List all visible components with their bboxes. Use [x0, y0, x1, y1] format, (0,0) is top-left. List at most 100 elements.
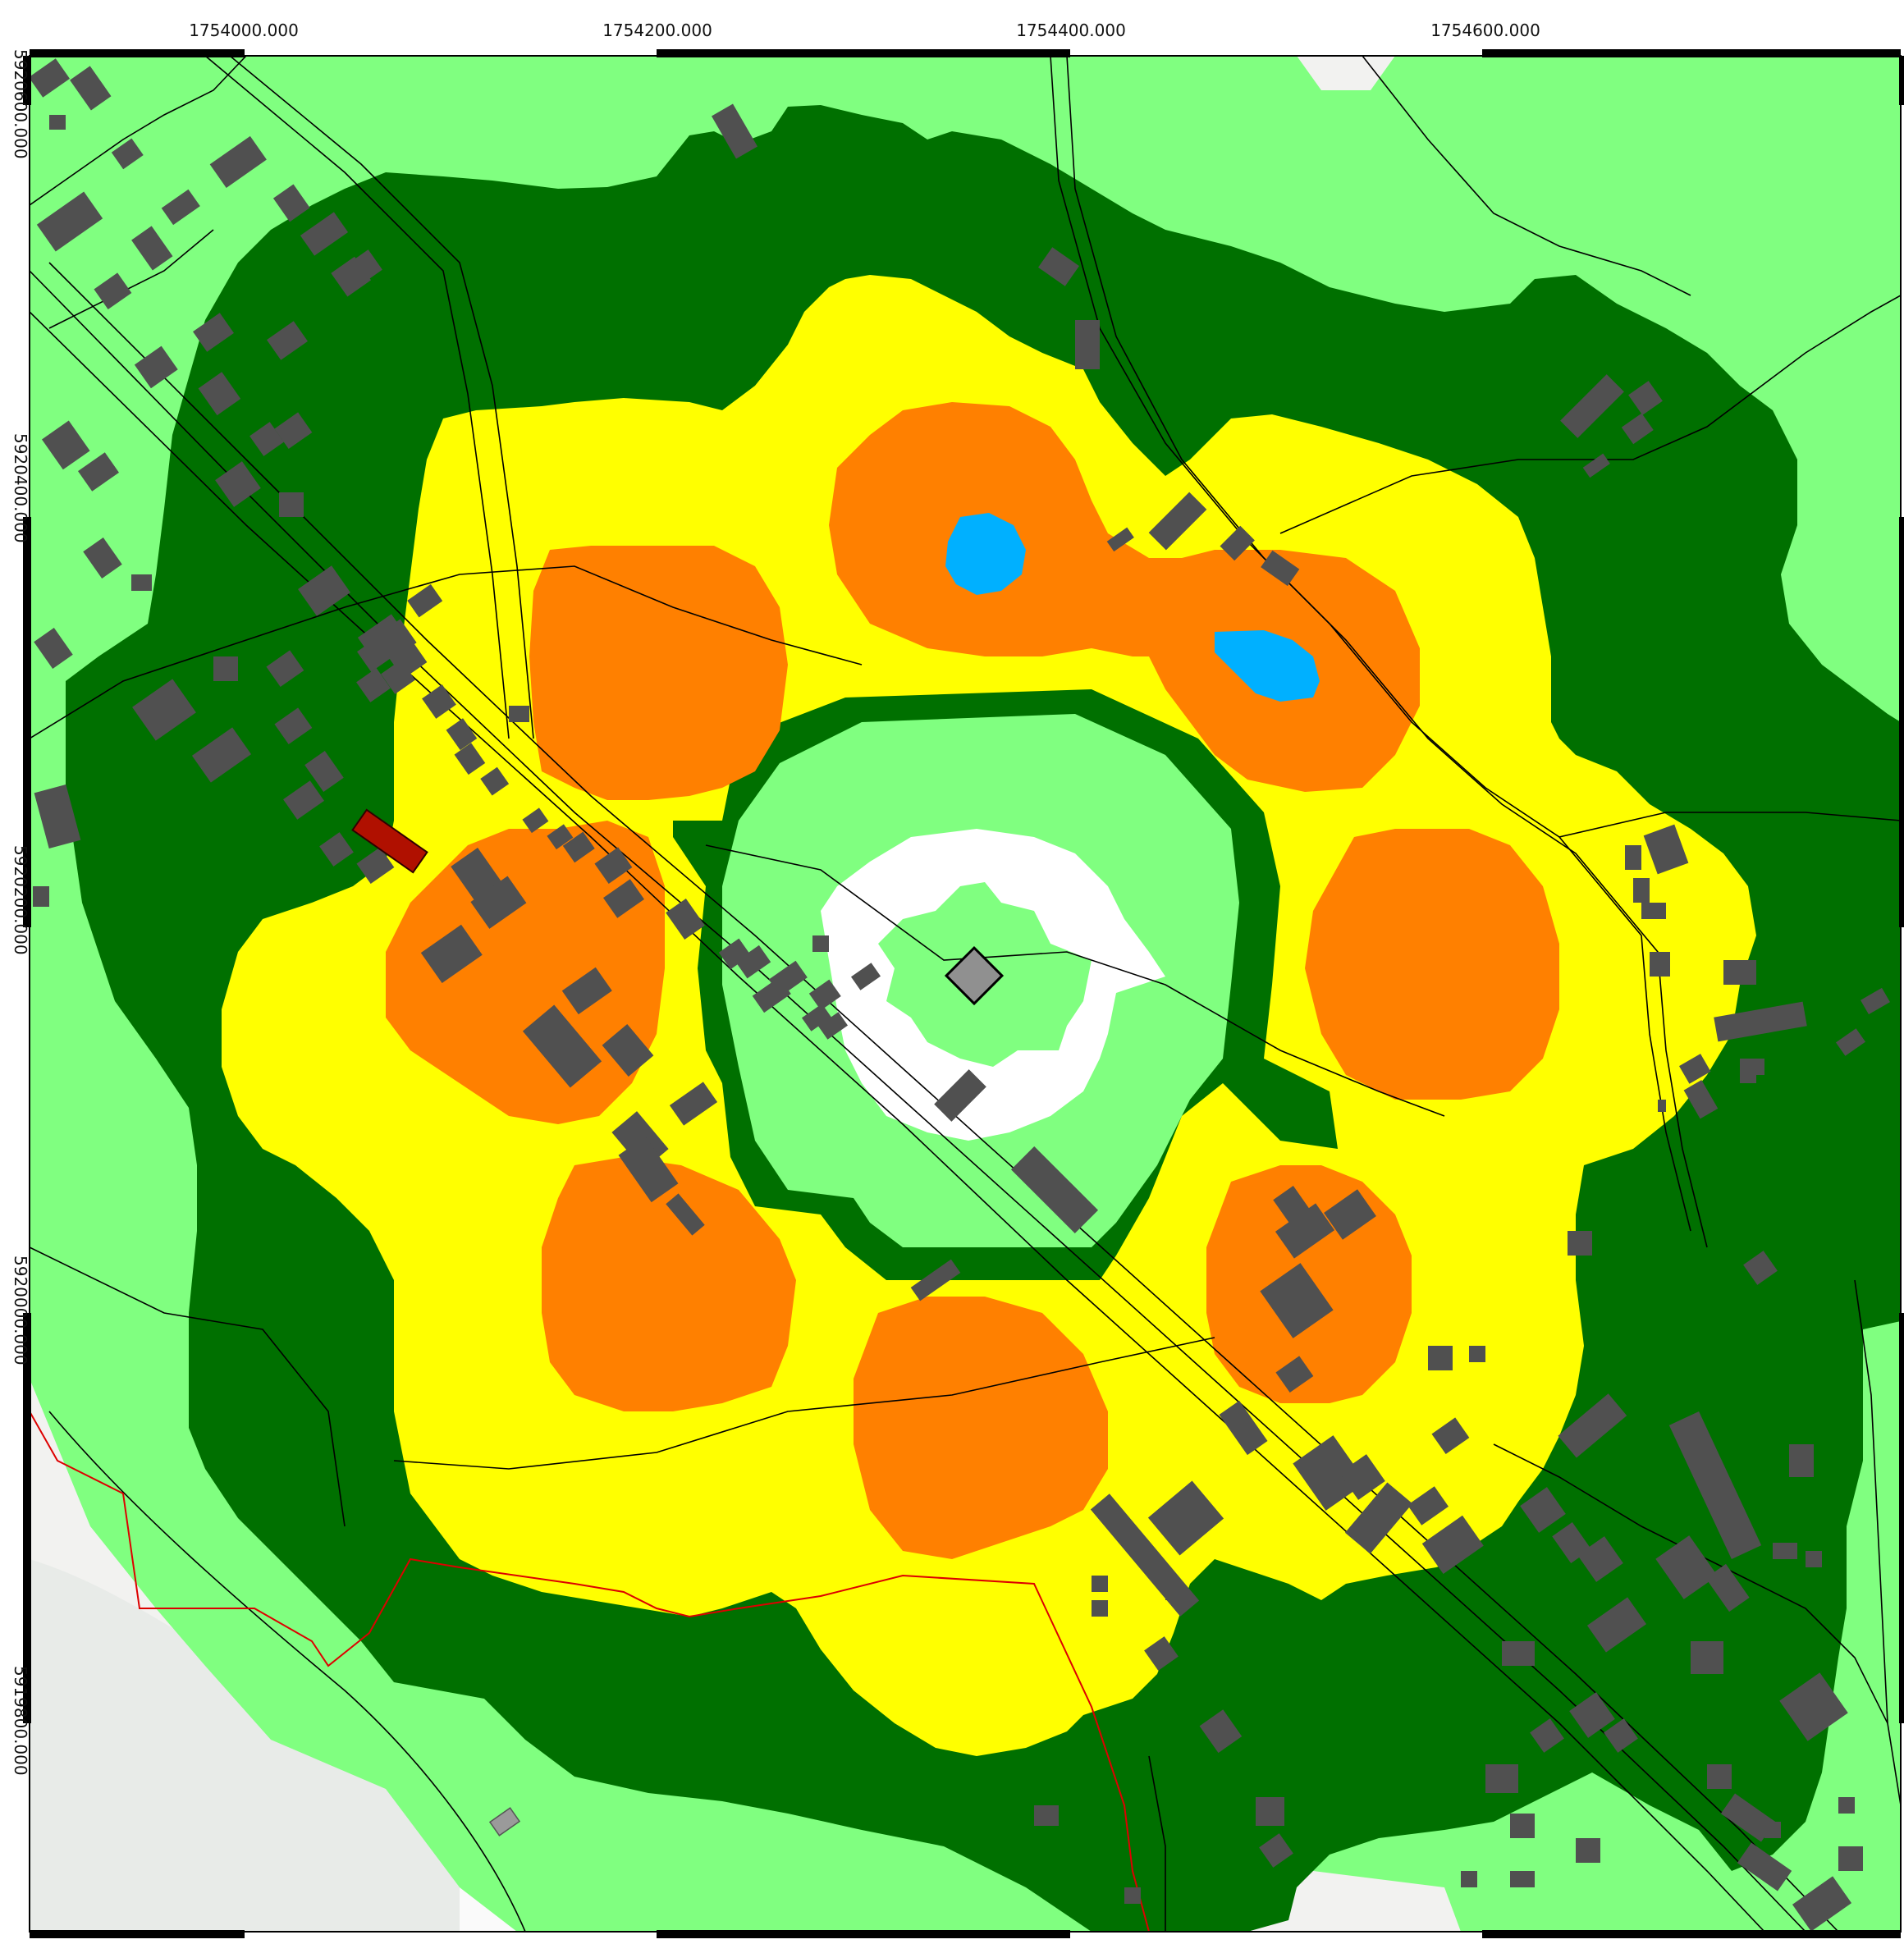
road-far-southwest	[48, 1411, 526, 1932]
road-south-curve	[393, 1337, 1215, 1470]
building	[1861, 987, 1890, 1015]
building	[215, 461, 261, 507]
building	[1339, 1454, 1385, 1500]
building	[1740, 1067, 1756, 1083]
road-far-east	[1854, 1279, 1901, 1806]
building	[768, 960, 808, 997]
building	[1260, 1263, 1334, 1338]
x-tick-label-3: 1754400.000	[1016, 21, 1126, 40]
orange-lobe-east	[1305, 829, 1559, 1100]
building	[304, 751, 344, 792]
building	[1650, 952, 1670, 977]
building	[1628, 381, 1663, 415]
cyan-spot-1	[945, 513, 1026, 595]
building	[132, 679, 196, 741]
building	[111, 138, 144, 170]
building	[1510, 1814, 1535, 1838]
road-southeast-2	[1148, 1755, 1166, 1932]
building	[1643, 824, 1689, 875]
building	[279, 492, 304, 517]
building	[1560, 374, 1624, 438]
road-upper-left-2	[48, 229, 214, 329]
zone-cyan-group	[945, 513, 1320, 702]
building	[1407, 1486, 1449, 1525]
building	[1737, 1842, 1792, 1891]
y-tick-label-2: 5920400.000	[11, 433, 30, 543]
building	[1789, 1444, 1814, 1477]
building	[1428, 1346, 1453, 1370]
frame-ticks	[23, 49, 1904, 1938]
building	[1838, 1797, 1855, 1814]
building	[451, 848, 501, 900]
building	[381, 660, 415, 694]
building	[1344, 1482, 1413, 1554]
building	[817, 1012, 849, 1040]
building	[1569, 1692, 1615, 1738]
road-north-2	[1066, 56, 1708, 1248]
map-content	[30, 56, 1901, 1932]
building	[356, 847, 395, 885]
y-tick-label-4: 5920000.000	[11, 1256, 30, 1365]
building	[562, 831, 595, 863]
building	[1075, 320, 1100, 369]
building	[1714, 1001, 1807, 1042]
x-tick-label-2: 1754200.000	[602, 21, 712, 40]
building	[131, 226, 173, 271]
building	[36, 191, 103, 252]
building	[1720, 1793, 1776, 1842]
building	[522, 1004, 602, 1088]
building	[274, 412, 313, 450]
building-group	[30, 58, 1890, 1932]
building	[213, 656, 238, 681]
building	[1106, 527, 1134, 552]
building	[161, 189, 200, 226]
building	[300, 212, 349, 256]
building	[1835, 1028, 1866, 1056]
building	[1792, 1876, 1852, 1932]
building	[1469, 1346, 1485, 1362]
building	[1092, 1600, 1108, 1617]
building	[1421, 1515, 1484, 1575]
cyan-spot-2	[1215, 630, 1320, 702]
y-tick-label-3: 5920200.000	[11, 845, 30, 955]
building	[1558, 1393, 1627, 1458]
building	[1502, 1641, 1535, 1666]
road-center-east	[705, 844, 1445, 1117]
building	[669, 1082, 718, 1126]
building	[480, 766, 510, 796]
building	[547, 824, 574, 850]
building	[808, 979, 841, 1011]
building	[420, 924, 483, 984]
building	[1124, 1887, 1141, 1904]
building	[934, 1069, 986, 1122]
building	[1723, 960, 1756, 985]
building-small-bottom	[488, 1807, 521, 1837]
building	[34, 784, 81, 848]
building	[1633, 878, 1650, 903]
building	[1806, 1551, 1822, 1567]
building	[712, 103, 757, 159]
building	[1577, 1536, 1623, 1582]
building	[1148, 492, 1207, 551]
road-east-lower	[1558, 812, 1901, 838]
building	[298, 565, 350, 616]
building	[1668, 1411, 1762, 1560]
diamond-icon[interactable]	[944, 945, 1005, 1006]
building	[1705, 1563, 1750, 1612]
boundary-line	[30, 1411, 1150, 1932]
road-west-curve	[30, 565, 863, 739]
building	[1034, 1805, 1059, 1826]
building	[1324, 1189, 1376, 1240]
building	[1658, 1100, 1666, 1112]
building	[1764, 1822, 1781, 1838]
highlighted-building[interactable]	[351, 808, 428, 874]
building	[1275, 1356, 1314, 1393]
road-west-north	[204, 56, 510, 739]
building	[446, 718, 478, 751]
building	[1576, 1838, 1600, 1863]
orange-lobe-west	[386, 821, 665, 1124]
building	[134, 345, 178, 389]
road-west-north-2	[229, 56, 534, 739]
building	[1838, 1846, 1863, 1871]
